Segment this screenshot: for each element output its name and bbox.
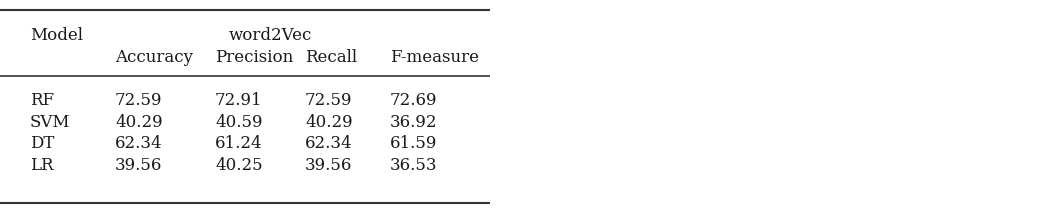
Text: word2Vec: word2Vec [229,27,312,43]
Text: DT: DT [30,135,55,153]
Text: 40.59: 40.59 [215,113,262,131]
Text: 72.91: 72.91 [215,92,262,108]
Text: Recall: Recall [305,49,357,65]
Text: LR: LR [30,158,54,174]
Text: Model: Model [30,27,83,43]
Text: 40.29: 40.29 [305,113,353,131]
Text: 36.53: 36.53 [390,158,437,174]
Text: 72.69: 72.69 [390,92,437,108]
Text: Precision: Precision [215,49,293,65]
Text: 61.24: 61.24 [215,135,262,153]
Text: 39.56: 39.56 [115,158,162,174]
Text: 62.34: 62.34 [115,135,162,153]
Text: 39.56: 39.56 [305,158,352,174]
Text: SVM: SVM [30,113,71,131]
Text: 72.59: 72.59 [305,92,352,108]
Text: RF: RF [30,92,54,108]
Text: 61.59: 61.59 [390,135,437,153]
Text: 40.25: 40.25 [215,158,262,174]
Text: F-measure: F-measure [390,49,479,65]
Text: 62.34: 62.34 [305,135,353,153]
Text: 72.59: 72.59 [115,92,162,108]
Text: Accuracy: Accuracy [115,49,193,65]
Text: 40.29: 40.29 [115,113,162,131]
Text: 36.92: 36.92 [390,113,437,131]
